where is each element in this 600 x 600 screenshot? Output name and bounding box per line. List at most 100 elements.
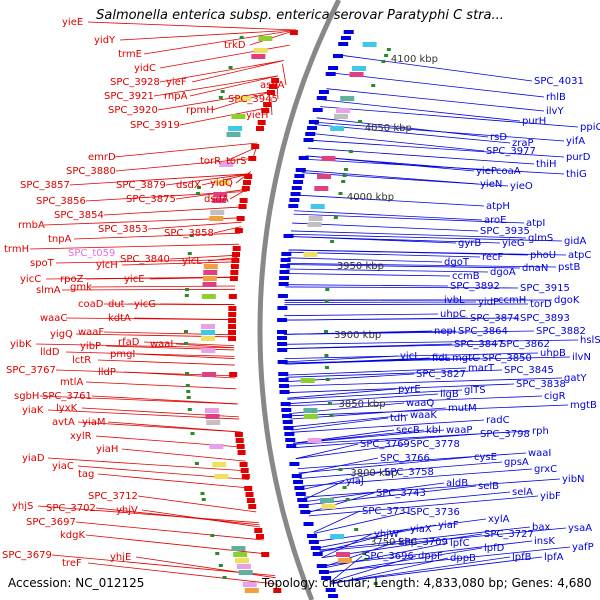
gene-label: yieF bbox=[166, 77, 187, 88]
gene-label: yibK bbox=[10, 339, 32, 350]
gene-label: yicI bbox=[400, 351, 417, 362]
cog-category-mark bbox=[203, 270, 218, 275]
gene-label: yiaF bbox=[438, 520, 459, 531]
reverse-gene-mark bbox=[234, 228, 243, 233]
cog-category-mark bbox=[228, 126, 243, 131]
gene-label: recF bbox=[482, 252, 504, 263]
gene-label: pstB bbox=[558, 262, 580, 273]
gene-label: hslS bbox=[580, 335, 600, 346]
cog-category-mark bbox=[300, 378, 315, 383]
gene-label: yafP bbox=[572, 542, 594, 553]
gene-label: SPC_3731 bbox=[362, 506, 412, 517]
orf-mark bbox=[187, 408, 192, 411]
gene-label: thiG bbox=[566, 169, 587, 180]
cog-category-mark bbox=[352, 66, 367, 71]
gene-label: gidA bbox=[564, 236, 586, 247]
forward-gene-mark bbox=[290, 192, 301, 196]
gene-label: SPC_3679 bbox=[2, 550, 52, 561]
orf-mark bbox=[197, 186, 202, 189]
gene-label-connector bbox=[179, 107, 268, 126]
gene-label: SPC_3875 bbox=[126, 194, 176, 205]
gene-label: lctR bbox=[72, 355, 91, 366]
gene-label-connector bbox=[87, 21, 297, 31]
forward-gene-mark bbox=[277, 294, 288, 298]
gene-label: SPC_3928 bbox=[110, 77, 160, 88]
gene-label-connector bbox=[320, 106, 579, 128]
gene-label-connector bbox=[107, 421, 241, 433]
reverse-gene-mark bbox=[246, 498, 255, 503]
gene-label: yieN bbox=[480, 179, 502, 190]
gene-label-connector bbox=[330, 555, 417, 583]
reverse-gene-mark bbox=[237, 450, 246, 455]
gene-label-connector bbox=[69, 173, 251, 186]
gene-label: SPC_3845 bbox=[504, 365, 554, 376]
cog-category-mark bbox=[244, 588, 259, 593]
cog-category-mark bbox=[308, 216, 323, 221]
gene-label-connector bbox=[285, 286, 519, 289]
gene-label-connector bbox=[321, 533, 373, 559]
gene-label: yiaK bbox=[22, 405, 44, 416]
cog-category-mark bbox=[209, 216, 224, 221]
scale-tick-label: 3850 kbp bbox=[339, 399, 386, 410]
reverse-gene-mark bbox=[232, 246, 241, 251]
gene-label: ilvY bbox=[546, 106, 564, 117]
gene-label: glTS bbox=[464, 385, 486, 396]
reverse-gene-mark bbox=[236, 444, 245, 449]
gene-label-connector bbox=[284, 352, 539, 359]
cog-category-mark bbox=[310, 204, 325, 209]
gene-label-connector bbox=[284, 343, 499, 350]
orf-mark bbox=[218, 564, 223, 567]
gene-label-connector bbox=[297, 452, 527, 469]
scale-tick-label: 3750 kbp bbox=[370, 537, 417, 548]
orf-mark bbox=[186, 396, 191, 399]
gene-label-connector bbox=[288, 249, 529, 256]
gene-label-connector bbox=[121, 261, 238, 266]
orf-mark bbox=[327, 402, 332, 405]
gene-label: yicG bbox=[134, 299, 156, 310]
gene-label-connector bbox=[284, 357, 481, 365]
gene-label: kbl bbox=[426, 425, 441, 436]
gene-label: torR bbox=[200, 156, 221, 167]
cog-category-mark bbox=[236, 564, 251, 569]
cog-category-mark bbox=[212, 462, 227, 467]
forward-gene-mark bbox=[278, 282, 289, 286]
reverse-gene-mark bbox=[254, 528, 263, 533]
gene-label: yicH bbox=[96, 260, 118, 271]
gene-label: SPC_3977 bbox=[486, 146, 536, 157]
forward-gene-mark bbox=[281, 252, 292, 256]
gene-label-connector bbox=[299, 461, 503, 479]
orf-mark bbox=[329, 414, 334, 417]
gene-label: lldD bbox=[40, 347, 60, 358]
gene-label: mutM bbox=[448, 403, 477, 414]
gene-label: lpfA bbox=[544, 552, 564, 563]
forward-gene-mark bbox=[297, 498, 308, 502]
gene-label: marT bbox=[468, 363, 495, 374]
reverse-gene-mark bbox=[244, 486, 253, 491]
gene-label-connector bbox=[284, 301, 477, 303]
gene-label: rsD bbox=[490, 132, 507, 143]
gene-label: SPC_3892 bbox=[450, 281, 500, 292]
gene-label: dgoT bbox=[444, 257, 470, 268]
gene-label-connector bbox=[284, 330, 535, 335]
gene-label: SPC_3769 bbox=[360, 439, 410, 450]
gene-label: ivbL bbox=[444, 295, 465, 306]
forward-gene-mark bbox=[305, 132, 316, 136]
gene-label-connector bbox=[327, 547, 483, 574]
cog-category-mark bbox=[242, 582, 257, 587]
gene-label: SPC_3921 bbox=[104, 91, 154, 102]
gene-label: gyrB bbox=[458, 238, 481, 249]
gene-label: dgoK bbox=[554, 295, 580, 306]
gene-label-connector bbox=[143, 341, 235, 346]
cog-category-mark bbox=[201, 324, 216, 329]
forward-gene-mark bbox=[277, 336, 288, 340]
gene-label-connector bbox=[284, 355, 399, 363]
cog-category-mark bbox=[202, 372, 217, 377]
forward-gene-mark bbox=[288, 204, 299, 208]
forward-gene-mark bbox=[340, 36, 351, 40]
gene-label: SPC_3761 bbox=[42, 391, 92, 402]
gene-label: mgtB bbox=[570, 400, 597, 411]
cog-category-mark bbox=[209, 444, 224, 449]
cog-category-mark bbox=[334, 114, 349, 119]
orf-mark bbox=[338, 192, 343, 195]
gene-label-connector bbox=[213, 226, 242, 234]
